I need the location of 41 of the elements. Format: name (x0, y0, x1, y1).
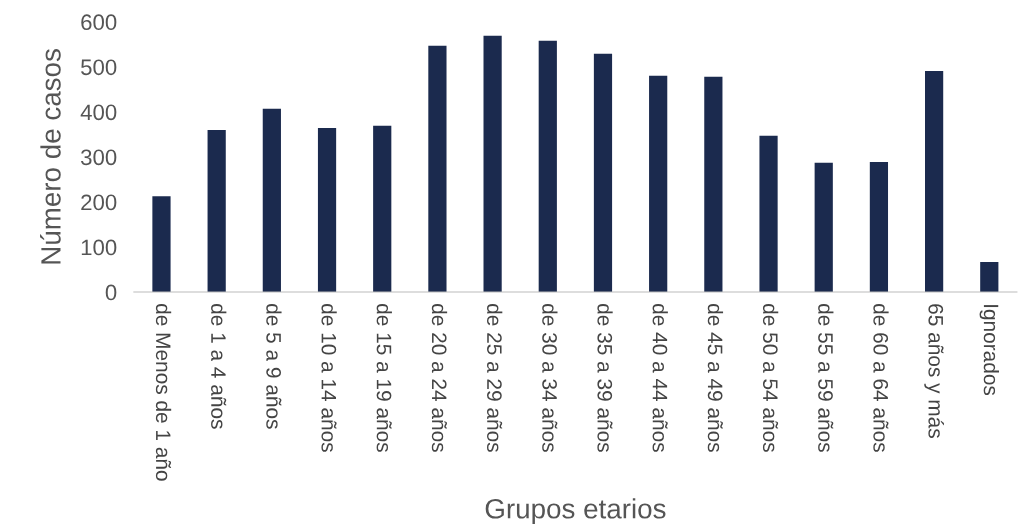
y-tick-label: 0 (105, 284, 117, 301)
bar (207, 129, 226, 293)
y-tick-label: 300 (80, 149, 117, 166)
x-axis-title: Grupos etarios (485, 498, 666, 525)
bar (373, 125, 392, 293)
bar (593, 53, 613, 293)
x-tick-label: de 30 a 34 años (542, 304, 558, 452)
y-tick-label: 400 (80, 104, 117, 121)
bar (428, 45, 447, 293)
bar (814, 162, 833, 293)
bar (317, 128, 337, 293)
x-tick-label: de 5 a 9 años (266, 304, 282, 429)
bar (704, 76, 723, 293)
x-tick-label: de Menos de 1 año (155, 304, 172, 481)
bar (152, 196, 171, 293)
x-tick-label: de 20 a 24 años (431, 304, 448, 452)
x-tick-label: de 10 a 14 años (321, 304, 337, 452)
bar (925, 70, 944, 293)
y-tick-label: 500 (81, 59, 117, 76)
bar (262, 108, 281, 293)
bar (483, 35, 502, 293)
x-tick-label: de 40 a 44 años (652, 304, 668, 452)
x-tick-label: de 60 a 64 años (873, 304, 889, 452)
bar (649, 75, 668, 293)
bar (869, 161, 889, 293)
y-tick-label: 600 (81, 14, 117, 31)
x-tick-label: de 15 a 19 años (376, 304, 392, 452)
x-tick-label: de 45 a 49 años (707, 304, 724, 452)
x-tick-label: de 1 a 4 años (211, 304, 227, 429)
x-tick-label: Ignorados (979, 305, 1000, 396)
bar (759, 135, 778, 293)
bar (538, 40, 557, 293)
y-axis-title: Número de casos (40, 49, 61, 264)
x-tick-label: de 55 a 59 años (818, 304, 834, 452)
x-tick-label: 65 años y más (924, 304, 944, 438)
bar (980, 261, 999, 293)
y-tick-label: 200 (81, 194, 117, 211)
x-tick-label: de 50 a 54 años (762, 304, 779, 452)
y-tick-label: 100 (81, 239, 117, 256)
x-tick-label: de 25 a 29 años (487, 304, 503, 452)
x-tick-label: de 35 a 39 años (597, 304, 613, 452)
